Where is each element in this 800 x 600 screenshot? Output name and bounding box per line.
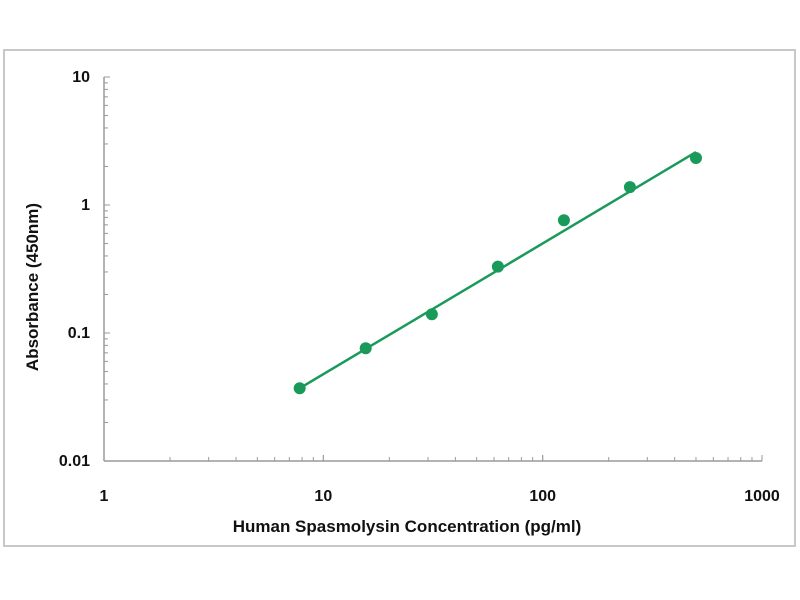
data-point — [623, 181, 636, 194]
x-tick-label: 10 — [314, 488, 332, 505]
data-point — [293, 382, 306, 395]
x-axis-title: Human Spasmolysin Concentration (pg/ml) — [233, 517, 582, 536]
x-tick-label: 100 — [529, 488, 556, 505]
y-tick-label: 10 — [72, 69, 90, 86]
data-point — [689, 151, 702, 164]
data-point — [425, 308, 438, 321]
chart-frame — [3, 49, 796, 547]
marks — [293, 151, 702, 395]
data-point — [359, 342, 372, 355]
x-tick-label: 1 — [100, 488, 109, 505]
y-tick-label: 0.01 — [59, 453, 90, 470]
data-point — [491, 260, 504, 273]
y-axis-title: Absorbance (450nm) — [23, 203, 42, 371]
axes: 1 10 100 1000 10 1 0.1 0.01 — [59, 69, 780, 505]
x-tick-label: 1000 — [744, 488, 780, 505]
y-tick-label: 1 — [81, 197, 90, 214]
data-point — [557, 214, 570, 227]
y-tick-label: 0.1 — [68, 325, 90, 342]
